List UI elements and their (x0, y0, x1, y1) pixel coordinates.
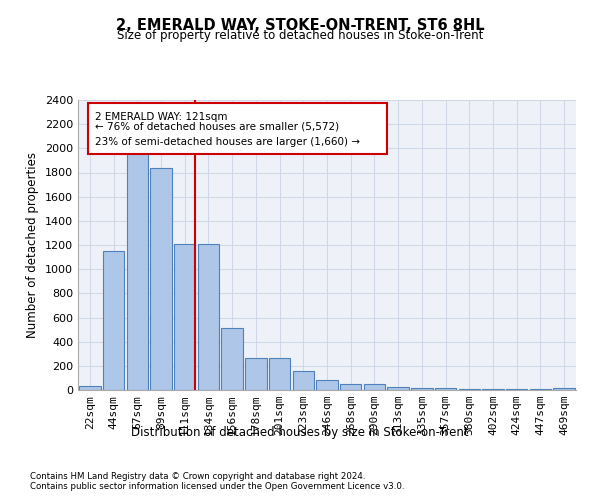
Bar (364, 384, 385, 390)
Bar (198, 244, 219, 390)
Bar (245, 358, 266, 390)
Text: Contains public sector information licensed under the Open Government Licence v3: Contains public sector information licen… (30, 482, 404, 491)
Bar (269, 358, 290, 390)
Bar (293, 372, 314, 390)
Text: Distribution of detached houses by size in Stoke-on-Trent: Distribution of detached houses by size … (131, 426, 469, 439)
Bar (458, 389, 480, 390)
FancyBboxPatch shape (88, 103, 387, 154)
Text: 2 EMERALD WAY: 121sqm: 2 EMERALD WAY: 121sqm (95, 112, 228, 122)
Y-axis label: Number of detached properties: Number of detached properties (26, 152, 40, 338)
Bar (530, 389, 551, 390)
Bar (388, 388, 409, 390)
Bar (506, 389, 527, 390)
Bar (340, 384, 361, 390)
Bar (103, 251, 124, 390)
Bar (127, 153, 148, 390)
Text: ← 76% of detached houses are smaller (5,572): ← 76% of detached houses are smaller (5,… (95, 122, 340, 132)
Text: 2, EMERALD WAY, STOKE-ON-TRENT, ST6 8HL: 2, EMERALD WAY, STOKE-ON-TRENT, ST6 8HL (116, 18, 484, 32)
Bar (435, 388, 456, 390)
Bar (553, 388, 575, 390)
Text: Contains HM Land Registry data © Crown copyright and database right 2024.: Contains HM Land Registry data © Crown c… (30, 472, 365, 481)
Bar (316, 380, 338, 390)
Text: Size of property relative to detached houses in Stoke-on-Trent: Size of property relative to detached ho… (117, 29, 483, 42)
Bar (79, 386, 101, 390)
Bar (151, 168, 172, 390)
Bar (174, 244, 196, 390)
Bar (482, 389, 503, 390)
Bar (411, 388, 433, 390)
Bar (221, 328, 243, 390)
Text: 23% of semi-detached houses are larger (1,660) →: 23% of semi-detached houses are larger (… (95, 138, 361, 147)
